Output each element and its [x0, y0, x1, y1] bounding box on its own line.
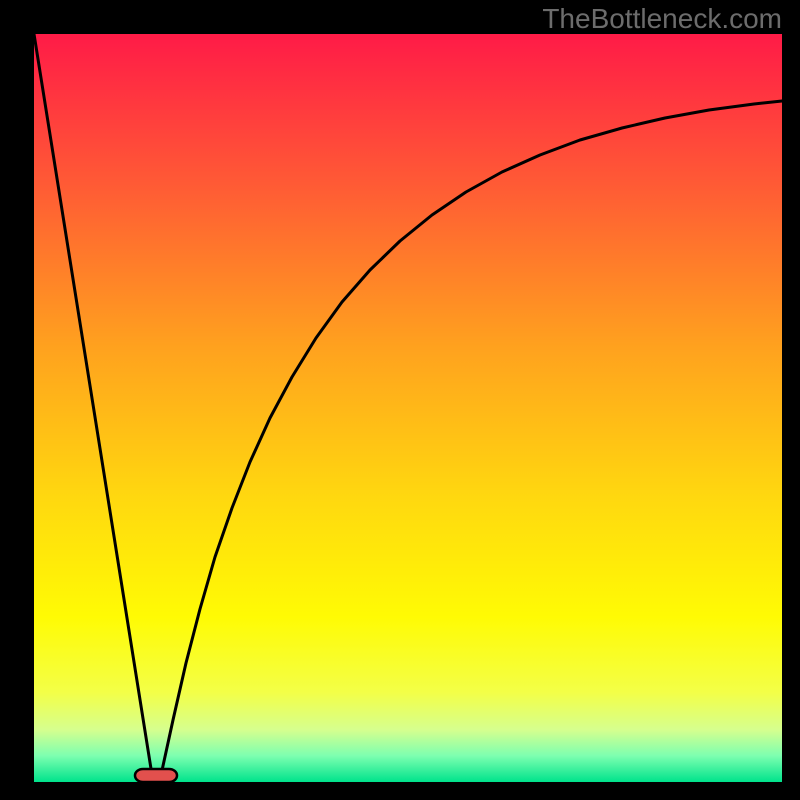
chart-container: TheBottleneck.com [0, 0, 800, 800]
watermark-text: TheBottleneck.com [542, 3, 782, 34]
plot-background [34, 34, 782, 782]
chart-svg: TheBottleneck.com [0, 0, 800, 800]
dip-marker [135, 769, 177, 782]
